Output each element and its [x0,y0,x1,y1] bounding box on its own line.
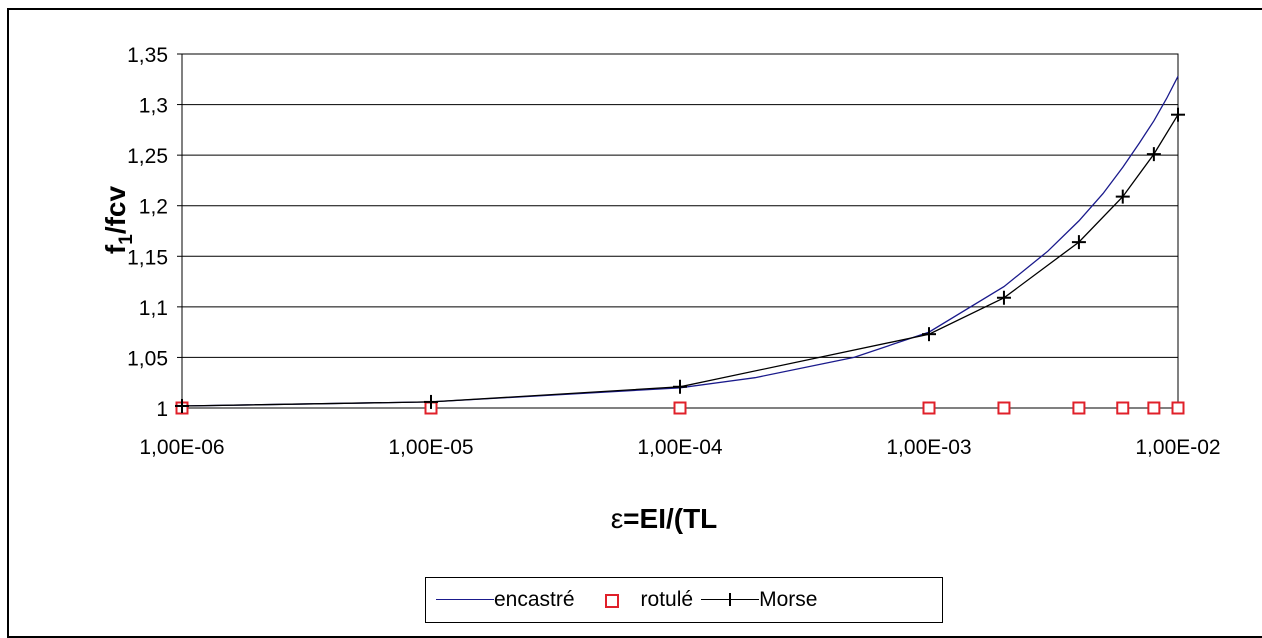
y-axis-label: f1/fcv [100,185,137,254]
marker-square [673,401,687,415]
x-tick-label: 1,00E-06 [139,436,224,459]
marker-plus [424,394,438,409]
y-axis-label-rest: /fcv [100,185,131,234]
y-tick-label: 1,05 [127,347,168,370]
chart-frame [7,8,1262,638]
marker-square [922,401,936,415]
y-tick-label: 1,35 [127,44,168,67]
legend-square-swatch [583,590,641,610]
y-tick-label: 1,15 [127,246,168,269]
legend-label-morse: Morse [759,588,818,611]
series-line-0 [181,76,1179,407]
x-tick-label: 1,00E-02 [1135,436,1220,459]
marker-square [1116,401,1130,415]
legend-label-encastre: encastré [494,588,575,611]
marker-square [1171,401,1185,415]
marker-square [1147,401,1161,415]
grid-lines [182,53,1178,409]
y-tick-label: 1 [156,398,168,421]
legend-plus-swatch [701,590,760,610]
y-tick-label: 1,25 [127,145,168,168]
x-tick-label: 1,00E-04 [637,436,723,459]
marker-plus [1115,189,1130,204]
y-axis-label-main: f [100,244,131,254]
legend-entry-rotule: rotulé [583,588,694,612]
marker-square [997,401,1011,415]
marker-plus [996,290,1011,305]
legend: encastré rotulé Morse [425,577,943,623]
legend-line-swatch [436,590,494,610]
x-tick-label: 1,00E-03 [886,436,971,459]
x-axis-label: ε=EI/(TL [611,503,718,534]
series-layer [175,76,1185,415]
y-tick-label: 1,1 [139,297,168,320]
legend-entry-encastre: encastré [436,588,575,612]
y-tick-label: 1,3 [139,95,168,118]
marker-plus [175,398,189,413]
y-tick-label: 1,2 [139,196,168,219]
marker-plus [1071,235,1086,250]
legend-entry-morse: Morse [701,588,817,612]
tick-labels: 1 1,05 1,1 1,15 1,2 1,25 1,3 1,35 1,00E-06 1,00E-… [127,44,1220,459]
legend-label-rotule: rotulé [640,588,694,611]
x-axis-label-rest: =EI/(TL [623,503,717,534]
marker-plus [673,379,687,394]
y-axis-label-sub: 1 [116,234,137,245]
marker-square [1072,401,1086,415]
series-line-2 [181,114,1179,407]
marker-plus [1146,147,1161,162]
marker-plus [922,327,936,342]
x-axis-label-symbol: ε [611,503,623,534]
plot-area [181,53,1179,409]
x-tick-label: 1,00E-05 [388,436,473,459]
marker-plus [1171,107,1185,122]
